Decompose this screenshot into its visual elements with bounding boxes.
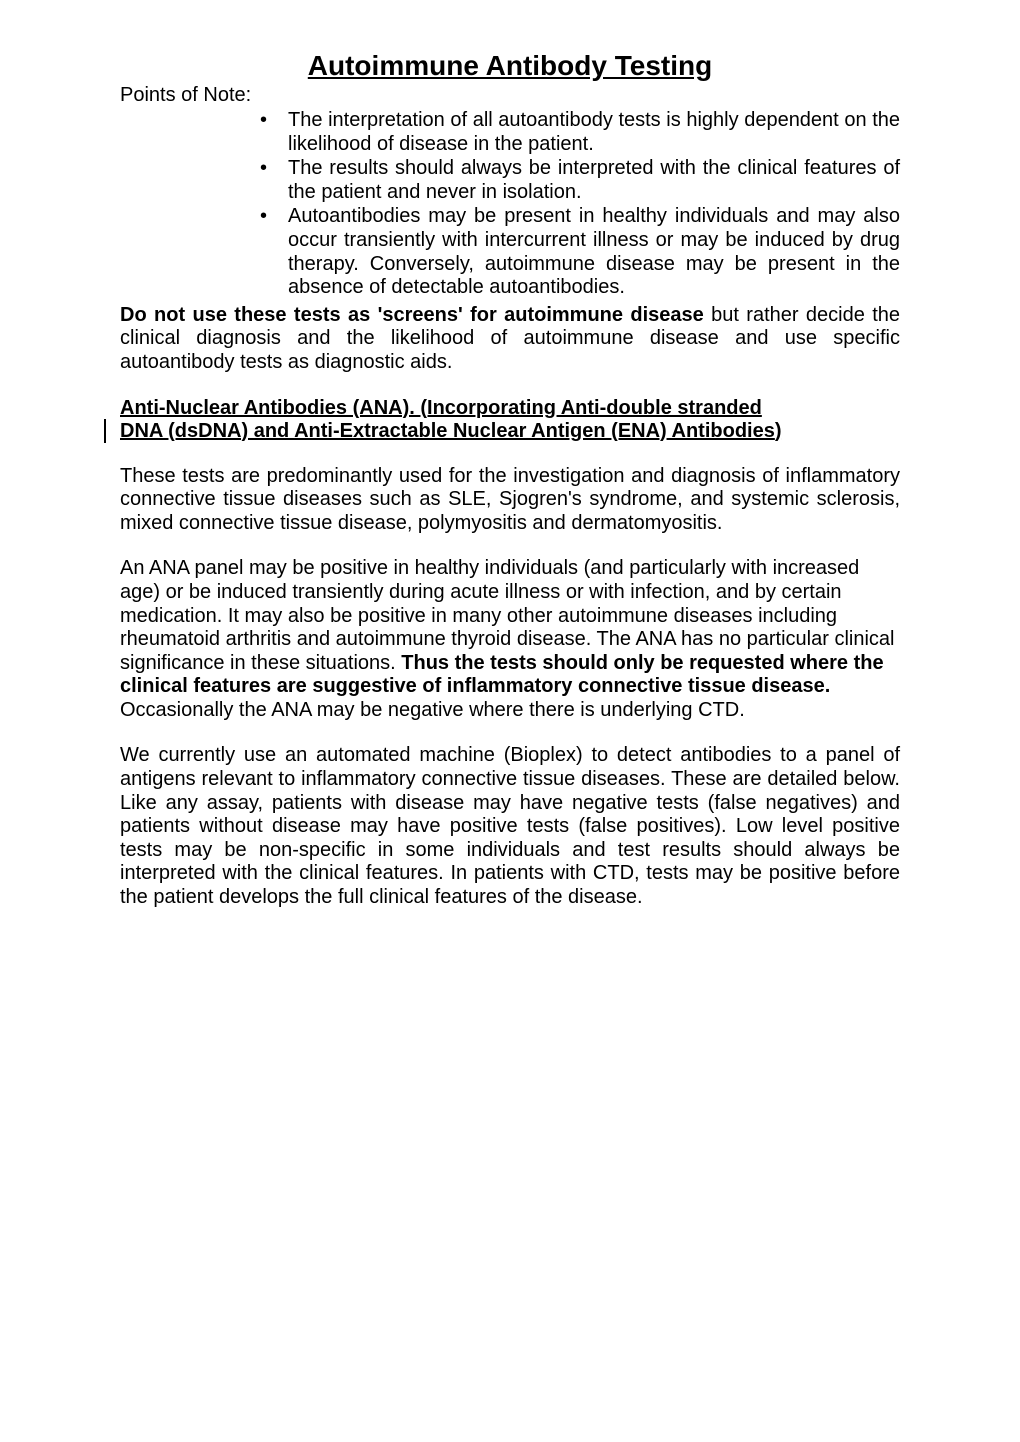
body-paragraph-2: An ANA panel may be positive in healthy …: [120, 557, 900, 722]
body-paragraph-3: We currently use an automated machine (B…: [120, 744, 900, 909]
revision-mark-icon: [104, 419, 106, 443]
bullet-list: The interpretation of all autoantibody t…: [120, 109, 900, 300]
document-page: Autoimmune Antibody Testing Points of No…: [0, 0, 1020, 982]
section-heading-line1: Anti-Nuclear Antibodies (ANA). (Incorpor…: [120, 397, 762, 419]
warning-paragraph: Do not use these tests as 'screens' for …: [120, 304, 900, 375]
points-of-note-label: Points of Note:: [120, 84, 900, 107]
list-item: Autoantibodies may be present in healthy…: [260, 205, 900, 299]
warning-bold: Do not use these tests as 'screens' for …: [120, 304, 704, 326]
list-item: The results should always be interpreted…: [260, 157, 900, 204]
body-paragraph-1: These tests are predominantly used for t…: [120, 465, 900, 536]
section-heading: Anti-Nuclear Antibodies (ANA). (Incorpor…: [120, 397, 900, 443]
list-item: The interpretation of all autoantibody t…: [260, 109, 900, 156]
page-title: Autoimmune Antibody Testing: [120, 50, 900, 82]
section-heading-line2a: DNA (dsDNA) and Anti-Extractable Nuclear…: [120, 420, 775, 442]
section-heading-line2b: ): [775, 420, 782, 442]
p2-text-b: Occasionally the ANA may be negative whe…: [120, 699, 745, 721]
